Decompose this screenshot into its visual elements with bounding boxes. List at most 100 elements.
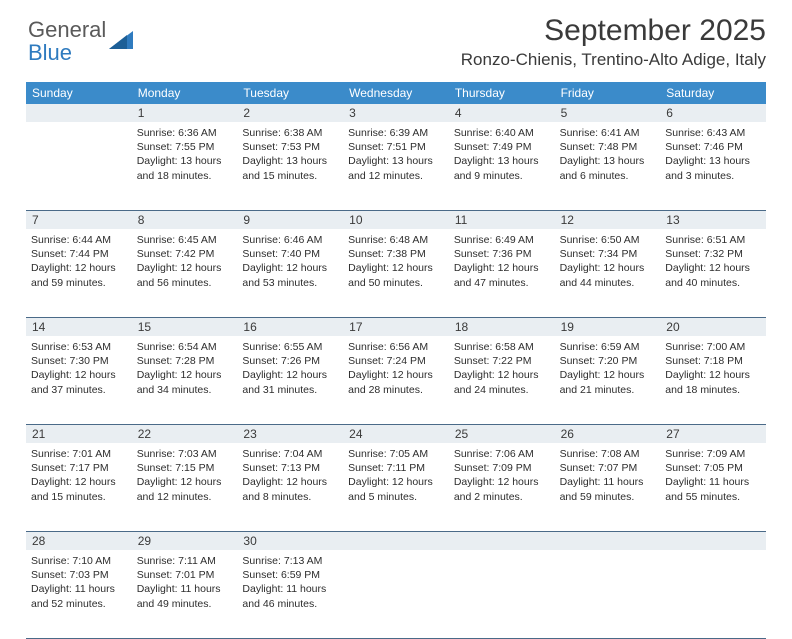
day-number: 7: [26, 211, 132, 229]
sunrise-line: Sunrise: 7:13 AM: [242, 554, 338, 568]
day-cell: Sunrise: 6:54 AMSunset: 7:28 PMDaylight:…: [132, 336, 238, 424]
day-number: 18: [449, 318, 555, 336]
day-body: Sunrise: 6:55 AMSunset: 7:26 PMDaylight:…: [242, 339, 338, 397]
day-cell: Sunrise: 7:10 AMSunset: 7:03 PMDaylight:…: [26, 550, 132, 638]
day-cell: Sunrise: 6:59 AMSunset: 7:20 PMDaylight:…: [555, 336, 661, 424]
day-number: 9: [237, 211, 343, 229]
week-row: Sunrise: 7:10 AMSunset: 7:03 PMDaylight:…: [26, 550, 766, 639]
day-body: Sunrise: 6:50 AMSunset: 7:34 PMDaylight:…: [560, 232, 656, 290]
day-body: Sunrise: 6:51 AMSunset: 7:32 PMDaylight:…: [665, 232, 761, 290]
day-body: Sunrise: 7:11 AMSunset: 7:01 PMDaylight:…: [137, 553, 233, 611]
day-cell: Sunrise: 7:08 AMSunset: 7:07 PMDaylight:…: [555, 443, 661, 531]
sunset-line: Sunset: 7:17 PM: [31, 461, 127, 475]
day-cell: Sunrise: 7:13 AMSunset: 6:59 PMDaylight:…: [237, 550, 343, 638]
day-number: 6: [660, 104, 766, 122]
day-cell: Sunrise: 6:40 AMSunset: 7:49 PMDaylight:…: [449, 122, 555, 210]
sunset-line: Sunset: 7:01 PM: [137, 568, 233, 582]
sunset-line: Sunset: 7:07 PM: [560, 461, 656, 475]
day-body: Sunrise: 6:49 AMSunset: 7:36 PMDaylight:…: [454, 232, 550, 290]
calendar: SundayMondayTuesdayWednesdayThursdayFrid…: [26, 82, 766, 639]
sunset-line: Sunset: 7:09 PM: [454, 461, 550, 475]
day-cell: Sunrise: 6:55 AMSunset: 7:26 PMDaylight:…: [237, 336, 343, 424]
daynum-row: 21222324252627: [26, 425, 766, 443]
sunrise-line: Sunrise: 7:05 AM: [348, 447, 444, 461]
daylight-line: Daylight: 13 hours and 12 minutes.: [348, 154, 444, 182]
day-number: [660, 532, 766, 550]
sunrise-line: Sunrise: 6:36 AM: [137, 126, 233, 140]
sunrise-line: Sunrise: 6:44 AM: [31, 233, 127, 247]
day-cell: Sunrise: 7:01 AMSunset: 7:17 PMDaylight:…: [26, 443, 132, 531]
day-number: 19: [555, 318, 661, 336]
daylight-line: Daylight: 11 hours and 46 minutes.: [242, 582, 338, 610]
day-number: 17: [343, 318, 449, 336]
day-body: Sunrise: 7:04 AMSunset: 7:13 PMDaylight:…: [242, 446, 338, 504]
day-body: Sunrise: 6:46 AMSunset: 7:40 PMDaylight:…: [242, 232, 338, 290]
title-block: September 2025 Ronzo-Chienis, Trentino-A…: [26, 14, 766, 70]
daylight-line: Daylight: 12 hours and 40 minutes.: [665, 261, 761, 289]
day-cell: Sunrise: 7:05 AMSunset: 7:11 PMDaylight:…: [343, 443, 449, 531]
day-body: Sunrise: 7:00 AMSunset: 7:18 PMDaylight:…: [665, 339, 761, 397]
day-cell: Sunrise: 6:46 AMSunset: 7:40 PMDaylight:…: [237, 229, 343, 317]
sunset-line: Sunset: 7:48 PM: [560, 140, 656, 154]
daynum-row: 78910111213: [26, 211, 766, 229]
day-number: 24: [343, 425, 449, 443]
sunset-line: Sunset: 7:26 PM: [242, 354, 338, 368]
sunset-line: Sunset: 7:15 PM: [137, 461, 233, 475]
sunrise-line: Sunrise: 7:00 AM: [665, 340, 761, 354]
sunrise-line: Sunrise: 6:55 AM: [242, 340, 338, 354]
dow-cell: Wednesday: [343, 82, 449, 104]
sunrise-line: Sunrise: 6:40 AM: [454, 126, 550, 140]
day-number: 23: [237, 425, 343, 443]
day-cell: Sunrise: 7:04 AMSunset: 7:13 PMDaylight:…: [237, 443, 343, 531]
day-body: Sunrise: 6:39 AMSunset: 7:51 PMDaylight:…: [348, 125, 444, 183]
sunset-line: Sunset: 7:28 PM: [137, 354, 233, 368]
daylight-line: Daylight: 13 hours and 3 minutes.: [665, 154, 761, 182]
daylight-line: Daylight: 12 hours and 37 minutes.: [31, 368, 127, 396]
day-number: 1: [132, 104, 238, 122]
day-number: 5: [555, 104, 661, 122]
week-row: Sunrise: 7:01 AMSunset: 7:17 PM Daylight:…: [26, 443, 766, 532]
sunset-line: Sunset: 7:38 PM: [348, 247, 444, 261]
day-cell: Sunrise: 6:43 AMSunset: 7:46 PMDaylight:…: [660, 122, 766, 210]
sunset-line: Sunset: 7:32 PM: [665, 247, 761, 261]
dow-cell: Thursday: [449, 82, 555, 104]
day-number: 29: [132, 532, 238, 550]
week-row: Sunrise: 6:36 AMSunset: 7:55 PMDaylight:…: [26, 122, 766, 211]
daylight-line: Daylight: 12 hours and 59 minutes.: [31, 261, 127, 289]
sunrise-line: Sunrise: 6:43 AM: [665, 126, 761, 140]
day-number: 25: [449, 425, 555, 443]
day-body: Sunrise: 6:36 AMSunset: 7:55 PMDaylight:…: [137, 125, 233, 183]
daylight-line: Daylight: 11 hours and 55 minutes.: [665, 475, 761, 503]
day-body: Sunrise: 6:53 AMSunset: 7:30 PMDaylight:…: [31, 339, 127, 397]
day-cell: Sunrise: 6:58 AMSunset: 7:22 PMDaylight:…: [449, 336, 555, 424]
sunset-line: Sunset: 7:11 PM: [348, 461, 444, 475]
daylight-line: Daylight: 13 hours and 18 minutes.: [137, 154, 233, 182]
sunrise-line: Sunrise: 7:01 AM: [31, 447, 127, 461]
sunset-line: Sunset: 7:49 PM: [454, 140, 550, 154]
daylight-line: Daylight: 13 hours and 15 minutes.: [242, 154, 338, 182]
day-number: [449, 532, 555, 550]
sunrise-line: Sunrise: 6:50 AM: [560, 233, 656, 247]
sunrise-line: Sunrise: 7:03 AM: [137, 447, 233, 461]
brand-text: General Blue: [28, 18, 106, 64]
day-number: [343, 532, 449, 550]
daylight-line: Daylight: 12 hours and 50 minutes.: [348, 261, 444, 289]
day-cell: [660, 550, 766, 638]
sunrise-line: Sunrise: 6:49 AM: [454, 233, 550, 247]
day-cell: Sunrise: 7:09 AMSunset: 7:05 PMDaylight:…: [660, 443, 766, 531]
daylight-line: Daylight: 12 hours and 2 minutes.: [454, 475, 550, 503]
day-cell: Sunrise: 6:50 AMSunset: 7:34 PMDaylight:…: [555, 229, 661, 317]
day-cell: Sunrise: 6:48 AMSunset: 7:38 PMDaylight:…: [343, 229, 449, 317]
daylight-line: Daylight: 11 hours and 59 minutes.: [560, 475, 656, 503]
sunrise-line: Sunrise: 7:09 AM: [665, 447, 761, 461]
dow-cell: Friday: [555, 82, 661, 104]
sunset-line: Sunset: 7:05 PM: [665, 461, 761, 475]
day-cell: [26, 122, 132, 210]
day-number: 11: [449, 211, 555, 229]
sunrise-line: Sunrise: 6:59 AM: [560, 340, 656, 354]
day-number: 10: [343, 211, 449, 229]
sunrise-line: Sunrise: 7:10 AM: [31, 554, 127, 568]
sunset-line: Sunset: 7:24 PM: [348, 354, 444, 368]
brand-bottom: Blue: [28, 41, 106, 64]
sunset-line: Sunset: 7:34 PM: [560, 247, 656, 261]
